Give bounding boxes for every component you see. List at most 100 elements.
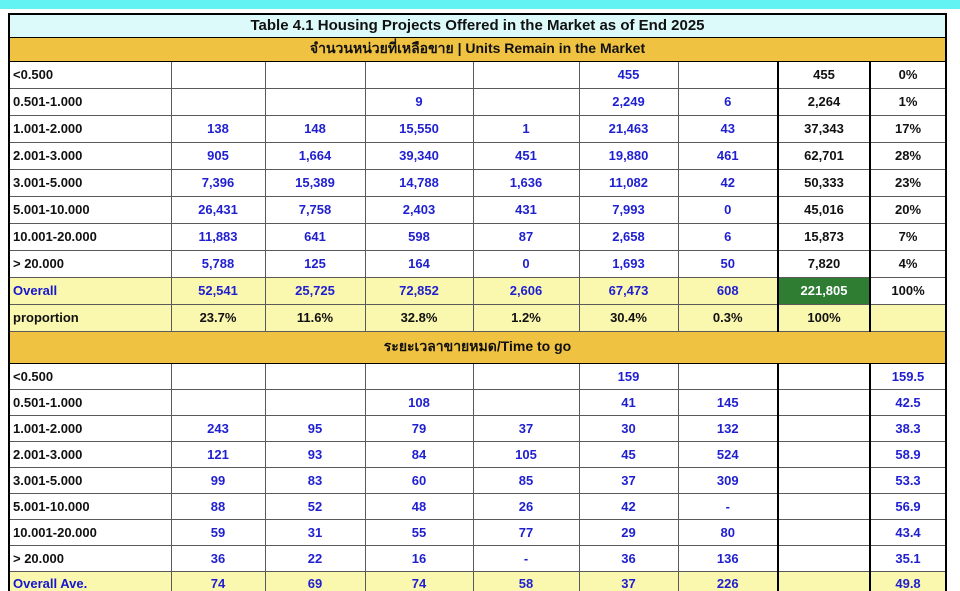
summary-cell: 23% [869,168,947,197]
total-cell: 7,820 [777,249,871,278]
value-cell: 1,693 [578,249,679,278]
value-cell: 125 [264,249,366,278]
value-cell [170,388,266,416]
value-cell: 21,463 [578,114,679,143]
value-cell: 26 [472,492,580,520]
value-cell: 25,725 [264,276,366,305]
value-cell: 84 [364,440,474,468]
value-cell: 5,788 [170,249,266,278]
total-cell: 100% [777,303,871,332]
summary-cell: 17% [869,114,947,143]
value-cell: 0.3% [677,303,779,332]
total-cell [777,518,871,546]
value-cell: 26,431 [170,195,266,224]
value-cell: 6 [677,87,779,116]
total-cell: 221,805 [777,276,871,305]
row-label: 5.001-10.000 [8,195,172,224]
value-cell: 37 [578,570,679,591]
value-cell: 2,403 [364,195,474,224]
value-cell: 15,389 [264,168,366,197]
value-cell: 79 [364,414,474,442]
value-cell: 0 [677,195,779,224]
value-cell: 83 [264,466,366,494]
value-cell [364,362,474,390]
value-cell: 6 [677,222,779,251]
table-row: 3.001-5.000 99 83 60 85 37 309 53.3 [8,466,947,494]
value-cell: 1.2% [472,303,580,332]
value-cell: 55 [364,518,474,546]
summary-cell: 20% [869,195,947,224]
top-accent-bar [0,0,960,9]
value-cell: 0 [472,249,580,278]
value-cell: 16 [364,544,474,572]
value-cell: 87 [472,222,580,251]
value-cell: 77 [472,518,580,546]
table-row: <0.500 455 455 0% [8,60,947,89]
summary-cell: 38.3 [869,414,947,442]
row-label: 0.501-1.000 [8,87,172,116]
row-label: <0.500 [8,362,172,390]
total-cell: 45,016 [777,195,871,224]
value-cell: 59 [170,518,266,546]
value-cell: 451 [472,141,580,170]
value-cell: - [472,544,580,572]
value-cell [677,362,779,390]
value-cell: 431 [472,195,580,224]
value-cell: 1,636 [472,168,580,197]
table-row: 2.001-3.000 905 1,664 39,340 451 19,880 461 62,… [8,141,947,170]
value-cell [170,87,266,116]
table-title: Table 4.1 Housing Projects Offered in th… [8,13,947,38]
summary-cell: 43.4 [869,518,947,546]
value-cell: 132 [677,414,779,442]
value-cell: 905 [170,141,266,170]
value-cell: 164 [364,249,474,278]
value-cell: 2,658 [578,222,679,251]
value-cell: 641 [264,222,366,251]
row-label: 3.001-5.000 [8,466,172,494]
value-cell: 72,852 [364,276,474,305]
row-label: proportion [8,303,172,332]
total-cell: 37,343 [777,114,871,143]
value-cell: 159 [578,362,679,390]
value-cell: 42 [578,492,679,520]
total-cell: 2,264 [777,87,871,116]
value-cell: 309 [677,466,779,494]
value-cell: 105 [472,440,580,468]
summary-cell: 28% [869,141,947,170]
row-label: 1.001-2.000 [8,114,172,143]
value-cell [264,362,366,390]
summary-cell: 159.5 [869,362,947,390]
row-label: > 20.000 [8,249,172,278]
summary-cell: 100% [869,276,947,305]
value-cell: 243 [170,414,266,442]
value-cell: 80 [677,518,779,546]
row-label: Overall Ave. [8,570,172,591]
value-cell: 23.7% [170,303,266,332]
value-cell: 22 [264,544,366,572]
row-label: Overall [8,276,172,305]
value-cell: 42 [677,168,779,197]
value-cell: 15,550 [364,114,474,143]
value-cell: 7,993 [578,195,679,224]
value-cell: 1 [472,114,580,143]
table-row: Overall 52,541 25,725 72,852 2,606 67,473 608 2… [8,276,947,305]
value-cell: 30 [578,414,679,442]
total-cell [777,362,871,390]
value-cell: 455 [578,60,679,89]
value-cell: 1,664 [264,141,366,170]
row-label: 10.001-20.000 [8,518,172,546]
value-cell: 7,758 [264,195,366,224]
summary-cell: 1% [869,87,947,116]
value-cell: 14,788 [364,168,474,197]
row-label: 2.001-3.000 [8,440,172,468]
value-cell [170,60,266,89]
value-cell: 39,340 [364,141,474,170]
value-cell: 461 [677,141,779,170]
value-cell: 31 [264,518,366,546]
value-cell: 50 [677,249,779,278]
value-cell [364,60,474,89]
row-label: 0.501-1.000 [8,388,172,416]
total-cell: 62,701 [777,141,871,170]
value-cell: 74 [364,570,474,591]
table-row: 5.001-10.000 26,431 7,758 2,403 431 7,993 0 45,… [8,195,947,224]
